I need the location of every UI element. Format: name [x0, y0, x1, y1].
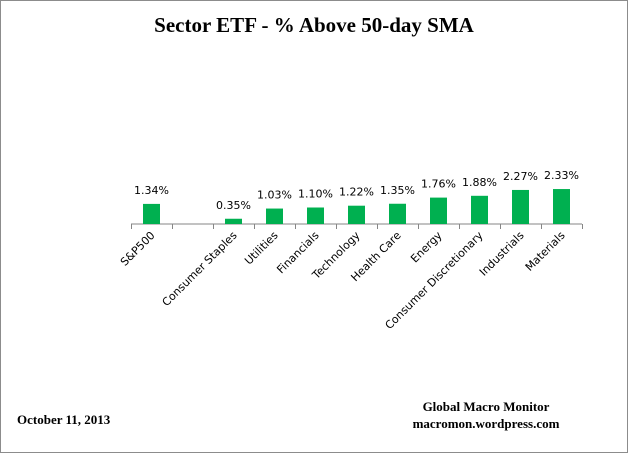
bar [143, 203, 160, 224]
data-label: 0.35% [216, 199, 251, 212]
bar [389, 203, 406, 224]
data-label: 1.22% [339, 186, 374, 199]
date-label: October 11, 2013 [17, 412, 111, 427]
chart-title: Sector ETF - % Above 50-day SMA [154, 13, 474, 37]
bar [266, 208, 283, 224]
data-label: 1.88% [462, 176, 497, 189]
category-label: S&P500 [118, 229, 158, 269]
source-name: Global Macro Monitor [422, 399, 550, 414]
bar [553, 189, 570, 224]
bar [430, 197, 447, 224]
category-label: Energy [408, 229, 445, 266]
category-label: Consumer Staples [160, 229, 240, 309]
category-label: Utilities [242, 229, 281, 268]
source-credit: Global Macro Monitor macromon.wordpress.… [371, 398, 601, 432]
category-label: Materials [523, 229, 568, 274]
data-label: 1.76% [421, 178, 456, 191]
bar [512, 189, 529, 224]
category-label: Industrials [477, 229, 527, 279]
bar [348, 205, 365, 224]
bar [307, 207, 324, 224]
data-label: 1.34% [134, 184, 169, 197]
bar [471, 195, 488, 224]
data-label: 1.35% [380, 184, 415, 197]
source-url: macromon.wordpress.com [412, 416, 560, 431]
data-label: 1.10% [298, 188, 333, 201]
bar [225, 218, 242, 224]
data-label: 2.27% [503, 170, 538, 183]
data-label: 2.33% [544, 169, 579, 182]
data-label: 1.03% [257, 189, 292, 202]
